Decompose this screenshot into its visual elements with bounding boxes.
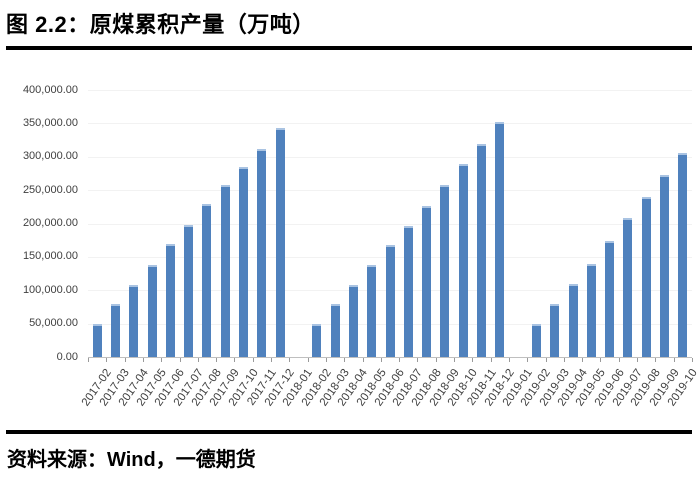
bar	[586, 263, 596, 357]
y-tick-label: 400,000.00	[22, 83, 78, 96]
x-axis-tick	[216, 358, 218, 362]
x-axis-tick	[325, 358, 327, 362]
bar	[220, 185, 230, 357]
bar	[92, 323, 102, 357]
bar	[623, 218, 633, 357]
bar	[660, 175, 670, 357]
figure-title: 图 2.2：原煤累积产量（万吨）	[6, 12, 315, 37]
bar	[403, 225, 413, 357]
x-axis-tick	[252, 358, 254, 362]
x-axis-tick	[161, 358, 163, 362]
bar	[422, 205, 432, 357]
x-axis-tick	[637, 358, 639, 362]
x-axis-tick	[527, 358, 529, 362]
bar	[531, 323, 541, 357]
x-axis-tick	[106, 358, 108, 362]
x-axis-tick	[271, 358, 273, 362]
x-axis-tick	[197, 358, 199, 362]
bar	[275, 127, 285, 357]
gridline	[88, 90, 692, 91]
x-axis-tick	[289, 358, 291, 362]
x-axis-tick	[142, 358, 144, 362]
x-axis-tick	[673, 358, 675, 362]
y-tick-label: 50,000.00	[29, 317, 78, 330]
gridline	[88, 190, 692, 192]
bar	[239, 167, 249, 357]
top-divider	[6, 46, 692, 50]
x-axis-tick	[655, 358, 657, 362]
x-axis-tick	[454, 358, 456, 362]
x-axis-tick	[124, 358, 126, 362]
bar	[184, 224, 194, 357]
x-axis-tick	[472, 358, 474, 362]
bar	[312, 323, 322, 357]
bar	[330, 304, 340, 357]
bar	[202, 204, 212, 357]
bar	[568, 284, 578, 357]
bar	[678, 153, 688, 357]
x-axis-tick	[563, 358, 565, 362]
x-axis-tick	[380, 358, 382, 362]
x-axis-tick	[179, 358, 181, 362]
bar	[495, 121, 505, 357]
y-tick-label: 0.00	[56, 350, 78, 363]
bottom-divider	[6, 430, 692, 434]
bar	[550, 304, 560, 357]
x-axis-tick	[490, 358, 492, 362]
bar	[477, 144, 486, 357]
bar	[605, 240, 615, 357]
source-note: 资料来源：Wind，一德期货	[7, 449, 256, 471]
y-tick-label: 250,000.00	[22, 183, 78, 196]
x-axis-tick	[344, 358, 346, 362]
x-axis-tick	[508, 358, 510, 362]
y-tick-label: 100,000.00	[22, 283, 78, 296]
bar	[458, 164, 468, 357]
x-axis-tick	[88, 358, 89, 362]
y-tick-label: 150,000.00	[22, 250, 78, 263]
bar	[129, 284, 139, 357]
x-axis-tick	[600, 358, 602, 362]
bar	[385, 244, 395, 357]
bar	[641, 197, 651, 357]
bar	[440, 185, 450, 357]
gridline	[88, 123, 692, 125]
y-tick-label: 200,000.00	[22, 217, 78, 229]
y-tick-label: 300,000.00	[22, 150, 78, 163]
bar	[257, 149, 267, 357]
bar	[165, 243, 175, 357]
x-axis-tick	[582, 358, 584, 362]
x-axis-tick	[362, 358, 364, 362]
bar	[147, 264, 157, 357]
y-tick-label: 350,000.00	[22, 116, 78, 129]
x-axis-tick	[417, 358, 419, 362]
gridline	[88, 156, 692, 158]
bar	[367, 265, 377, 357]
x-axis-tick	[399, 358, 401, 362]
gridline	[88, 223, 692, 225]
x-axis-tick	[307, 358, 309, 362]
x-axis-tick	[435, 358, 437, 362]
x-axis-line	[88, 357, 692, 358]
x-axis-tick	[692, 358, 693, 362]
x-axis-tick	[234, 358, 236, 362]
x-axis-tick	[618, 358, 620, 362]
bar	[348, 284, 358, 357]
bar	[110, 304, 120, 357]
x-axis-tick	[545, 358, 547, 362]
